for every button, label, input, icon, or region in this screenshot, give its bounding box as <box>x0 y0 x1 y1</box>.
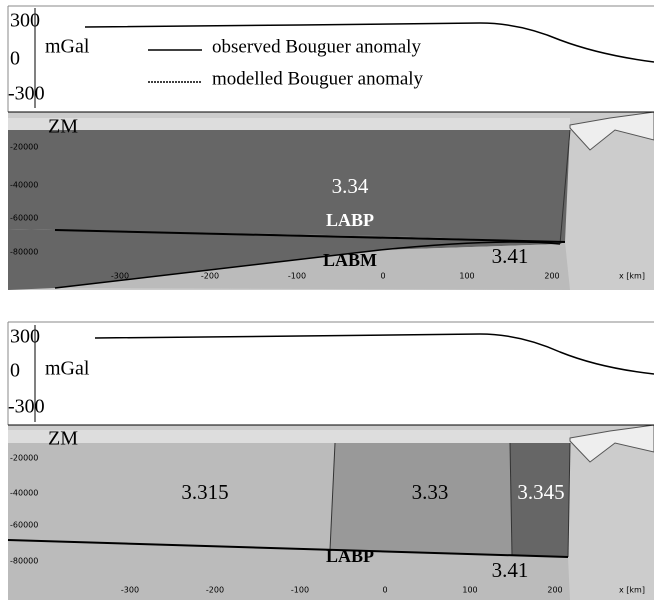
lab-label: LABP <box>326 210 374 230</box>
boundary <box>567 442 571 558</box>
g-unit: mGal <box>45 36 90 58</box>
density-label: 3.34 <box>332 174 369 198</box>
x-tick: x [km] <box>619 586 645 595</box>
depth-tick: -60000 <box>10 214 38 223</box>
x-tick: -200 <box>201 272 219 281</box>
ocean-layer <box>569 424 654 463</box>
lab-line <box>54 229 566 243</box>
lab-label: LABP <box>326 546 374 566</box>
crust <box>8 118 570 130</box>
crust <box>8 430 570 443</box>
labm-line <box>54 241 561 289</box>
model-section: ZM -20000 -40000 -60000 -80000 -300 -200… <box>8 111 654 290</box>
g-tick: 300 <box>10 10 40 32</box>
x-tick: 100 <box>459 272 474 281</box>
depth-tick: -20000 <box>10 143 38 152</box>
x-tick: -300 <box>111 272 129 281</box>
g-tick: 300 <box>10 326 40 348</box>
gravity-panel: 300 0 -300 mGal observed Bouguer anomaly… <box>7 5 654 112</box>
depth-tick: -40000 <box>10 489 38 498</box>
x-tick: 100 <box>462 586 477 595</box>
g-tick: 0 <box>10 48 20 70</box>
g-tick: 0 <box>10 360 20 382</box>
x-tick: 200 <box>544 272 559 281</box>
depth-tick: -40000 <box>10 181 38 190</box>
density-label: 3.41 <box>492 558 529 582</box>
g-unit: mGal <box>45 358 90 380</box>
depth-tick: -80000 <box>10 248 38 257</box>
anomaly-curve <box>94 333 654 375</box>
moho-label: ZM <box>48 116 78 138</box>
x-tick: -300 <box>121 586 139 595</box>
gravity-panel: 300 0 -300 mGal <box>7 321 654 425</box>
x-tick: 0 <box>380 272 385 281</box>
x-tick: -100 <box>288 272 306 281</box>
density-label: 3.345 <box>517 480 564 504</box>
legend-text: observed Bouguer anomaly <box>212 36 421 57</box>
g-tick: -300 <box>8 396 45 418</box>
body-3-345 <box>510 443 570 557</box>
ocean-layer <box>569 111 654 151</box>
depth-tick: -80000 <box>10 557 38 566</box>
body-3-34 <box>8 229 565 290</box>
model-section: ZM -20000 -40000 -60000 -80000 -300 -200… <box>7 424 654 600</box>
legend-text: modelled Bouguer anomaly <box>212 68 424 89</box>
body-3-41 <box>55 242 570 290</box>
x-tick: 200 <box>547 586 562 595</box>
depth-tick: -20000 <box>10 454 38 463</box>
anomaly-curve <box>84 22 654 63</box>
depth-tick: -60000 <box>10 521 38 530</box>
body-3-34 <box>8 130 570 242</box>
body-3-33 <box>330 443 512 555</box>
boundary <box>559 129 571 245</box>
density-label: 3.41 <box>492 244 529 268</box>
body-3-315 <box>8 443 335 550</box>
density-label: 3.315 <box>181 480 228 504</box>
lab-line <box>7 539 569 558</box>
x-tick: -100 <box>291 586 309 595</box>
x-tick: 0 <box>382 586 387 595</box>
density-label: 3.33 <box>412 480 449 504</box>
moho-label: ZM <box>48 428 78 450</box>
x-tick: x [km] <box>619 272 645 281</box>
lab-label: LABM <box>323 250 377 270</box>
boundary <box>329 442 336 551</box>
body-3-41 <box>8 540 570 600</box>
g-tick: -300 <box>8 83 45 105</box>
boundary <box>509 442 513 556</box>
x-tick: -200 <box>206 586 224 595</box>
